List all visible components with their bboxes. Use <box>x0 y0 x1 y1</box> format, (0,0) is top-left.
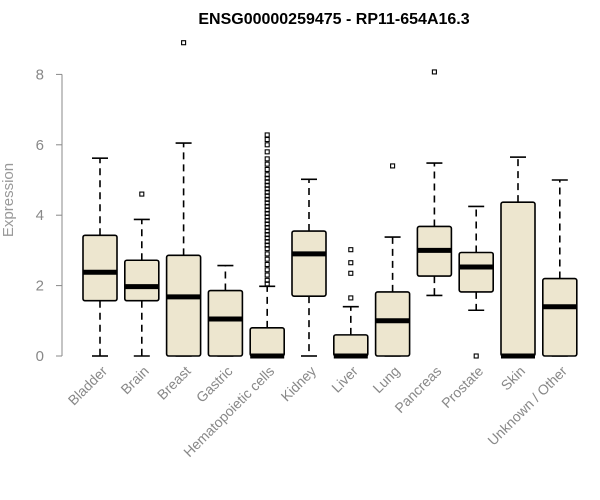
box-11 <box>541 179 578 357</box>
outlier-point <box>390 163 396 169</box>
box-1 <box>124 191 160 357</box>
x-tick-label-0: Bladder <box>65 363 111 409</box>
outlier-point <box>264 161 270 167</box>
box-body <box>207 289 244 357</box>
box-body <box>541 277 578 357</box>
outlier-point <box>473 353 479 359</box>
y-tick-label-4: 4 <box>36 207 44 224</box>
outlier-point <box>348 260 354 266</box>
box-5 <box>291 178 327 357</box>
outlier-point <box>264 251 270 257</box>
outlier-point <box>264 136 270 143</box>
box-0 <box>82 157 118 357</box>
x-tick-label-9: Prostate <box>438 363 486 411</box>
box-10 <box>500 156 536 359</box>
outlier-point <box>264 256 270 262</box>
box-body <box>291 230 327 297</box>
x-tick-label-6: Liver <box>328 363 361 396</box>
y-tick-label-0: 0 <box>36 348 44 365</box>
box-body <box>249 327 285 357</box>
outlier-point <box>181 40 187 46</box>
box-body <box>500 201 536 357</box>
y-tick-label-6: 6 <box>36 137 44 154</box>
outlier-point <box>264 172 270 178</box>
box-6 <box>332 247 369 359</box>
outlier-point <box>431 69 437 75</box>
box-9 <box>458 205 495 359</box>
box-body <box>458 251 495 293</box>
box-7 <box>374 163 411 357</box>
outlier-point <box>348 295 354 301</box>
x-tick-label-11: Unknown / Other <box>484 363 570 449</box>
outlier-point <box>264 277 270 283</box>
outlier-point <box>348 247 354 253</box>
x-tick-label-1: Brain <box>117 363 151 397</box>
outlier-point <box>264 156 270 162</box>
y-axis-label: Expression <box>0 163 17 237</box>
outlier-point <box>264 132 270 138</box>
plot-area <box>82 40 578 359</box>
box-body <box>374 291 411 357</box>
box-body <box>124 259 160 302</box>
box-8 <box>416 69 453 297</box>
y-tick-label-8: 8 <box>36 66 44 83</box>
outlier-point <box>264 142 270 148</box>
x-tick-label-2: Breast <box>154 363 194 403</box>
box-3 <box>207 264 244 357</box>
outlier-point <box>264 166 270 172</box>
box-body <box>165 254 202 357</box>
outlier-point <box>264 267 270 273</box>
box-body <box>82 234 118 302</box>
outlier-point <box>139 191 145 197</box>
y-axis: 0 2 4 6 8 <box>36 66 63 365</box>
outlier-point <box>348 270 354 276</box>
x-tick-label-10: Skin <box>498 363 529 394</box>
box-2 <box>165 40 202 357</box>
outlier-point <box>264 272 270 278</box>
y-tick-label-2: 2 <box>36 278 44 295</box>
chart-title: ENSG00000259475 - RP11-654A16.3 <box>198 11 469 28</box>
box-4 <box>249 132 285 359</box>
box-body <box>332 334 369 357</box>
x-tick-label-5: Kidney <box>278 363 320 405</box>
outlier-point <box>264 149 270 155</box>
outlier-point <box>264 261 270 268</box>
x-tick-label-7: Lung <box>369 363 402 396</box>
